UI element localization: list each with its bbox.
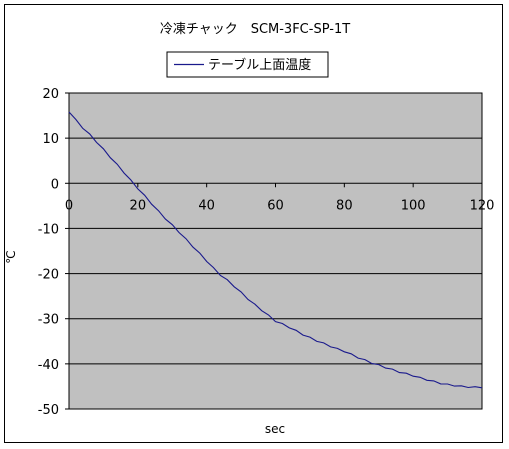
chart-svg: 冷凍チャック SCM-3FC-SP-1T テーブル上面温度 20100-10-2… — [5, 21, 495, 436]
y-tick-label: -40 — [38, 358, 59, 373]
y-tick-label: -30 — [38, 313, 59, 328]
x-axis-label: sec — [265, 422, 285, 436]
x-tick-label: 60 — [267, 198, 284, 213]
chart-frame: 冷凍チャック SCM-3FC-SP-1T テーブル上面温度 20 10 0 -10 -2… — [4, 4, 503, 443]
x-axis: 0 20 40 60 80 100 120 — [65, 183, 495, 213]
y-tick-label: -50 — [38, 403, 59, 418]
x-tick-label: 0 — [65, 198, 73, 213]
plot-area — [68, 92, 483, 410]
y-tick-label: 10 — [42, 132, 59, 147]
y-axis: 20 10 0 -10 -20 -30 -40 -50 — [38, 87, 69, 418]
x-tick-label: 40 — [198, 198, 215, 213]
chart-title: 冷凍チャック SCM-3FC-SP-1T — [160, 21, 350, 37]
y-tick-label: 20 — [42, 87, 59, 102]
legend: テーブル上面温度 — [166, 51, 329, 78]
x-tick-label: 80 — [336, 198, 353, 213]
x-tick-label: 20 — [130, 198, 147, 213]
series-line — [68, 111, 483, 389]
y-tick-label: 0 — [51, 177, 59, 192]
legend-label: テーブル上面温度 — [208, 57, 311, 73]
x-tick-label: 120 — [470, 198, 495, 213]
y-tick-label: -20 — [38, 268, 59, 283]
x-tick-label: 100 — [401, 198, 426, 213]
y-axis-label: ℃ — [5, 250, 18, 263]
series-group — [68, 111, 483, 389]
y-tick-label: -10 — [38, 222, 59, 237]
